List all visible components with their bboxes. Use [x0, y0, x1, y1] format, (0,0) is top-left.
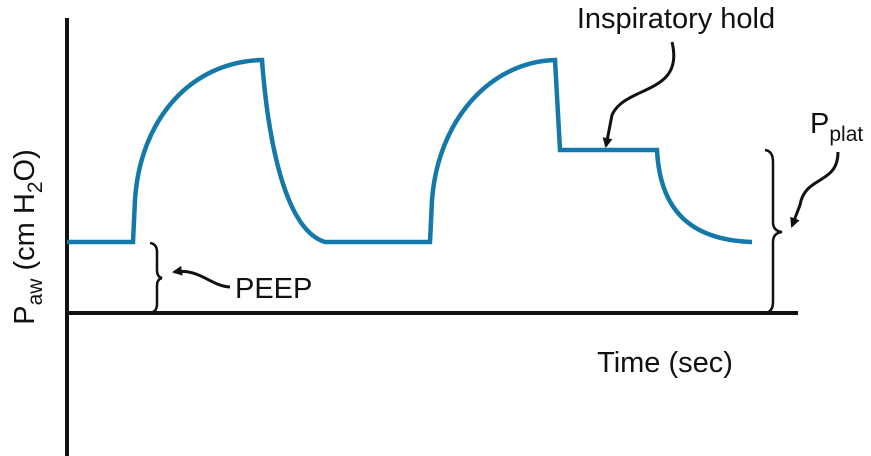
y-subscript: aw	[24, 278, 47, 306]
y-unit-subscript: 2	[24, 181, 47, 193]
plateau-label: Pplat	[810, 108, 863, 146]
plateau-brace	[764, 148, 783, 315]
peep-brace	[149, 241, 163, 315]
peep-label: PEEP	[235, 273, 312, 305]
hold-arrow	[602, 41, 676, 148]
y-symbol: P	[9, 305, 41, 324]
peep-arrow	[172, 265, 231, 289]
plateau-arrow	[790, 151, 840, 228]
hold-label: Inspiratory hold	[577, 3, 775, 35]
y-axis-label: Paw (cm H2O)	[9, 149, 47, 324]
y-unit-start: (cm H	[9, 193, 41, 278]
x-axis-label: Time (sec)	[597, 347, 733, 379]
plateau-subscript: plat	[829, 123, 863, 146]
pressure-waveform	[67, 57, 753, 245]
y-unit-end: O)	[9, 149, 41, 181]
plateau-symbol: P	[810, 108, 829, 140]
